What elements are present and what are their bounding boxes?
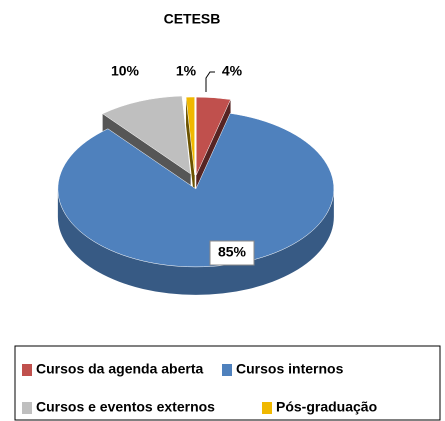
leader-line [205, 71, 215, 92]
legend-swatch [222, 364, 232, 376]
data-label: 4% [222, 63, 243, 79]
legend-label: Cursos da agenda aberta [36, 361, 203, 377]
legend-swatch [22, 402, 32, 414]
data-label: 1% [176, 63, 197, 79]
legend-swatch [22, 364, 32, 376]
slice-wall [186, 97, 195, 204]
data-label: 85% [218, 244, 247, 260]
slice-side [57, 188, 334, 295]
label-box [209, 240, 255, 266]
slice [196, 96, 231, 176]
slice [102, 95, 191, 175]
legend-box [14, 345, 441, 421]
legend-label: Pós-graduação [276, 399, 377, 415]
data-label: 10% [111, 63, 140, 79]
legend-label: Cursos internos [236, 361, 344, 377]
legend-swatch [262, 402, 272, 414]
slice [185, 96, 195, 176]
legend-label: Cursos e eventos externos [36, 399, 215, 415]
chart-title: CETESB [164, 11, 221, 27]
slice [57, 113, 335, 268]
